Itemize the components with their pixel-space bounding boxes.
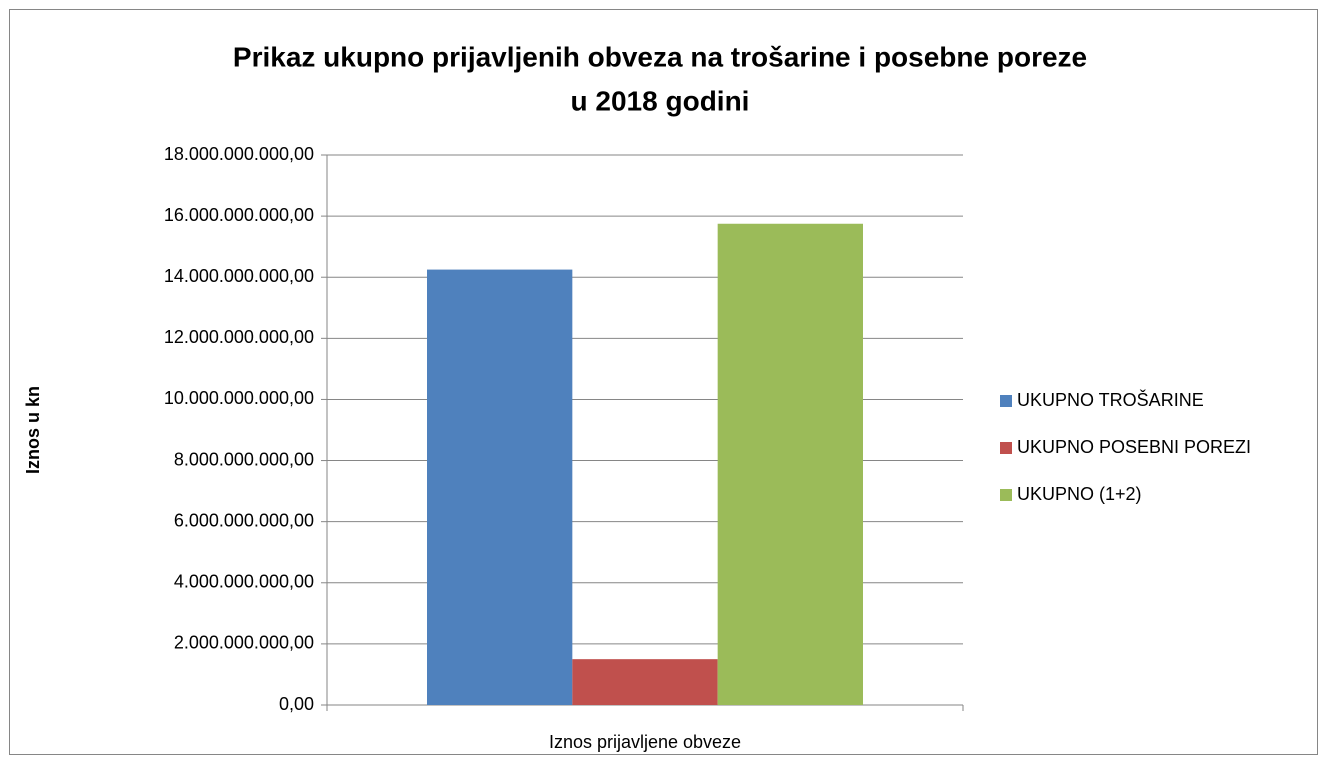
y-tick-label: 16.000.000.000,00 <box>164 205 314 225</box>
y-tick-label: 12.000.000.000,00 <box>164 327 314 347</box>
bar <box>572 659 718 705</box>
chart-title: u 2018 godini <box>571 85 750 116</box>
y-tick-label: 0,00 <box>279 694 314 714</box>
legend-swatch <box>1000 442 1012 454</box>
y-tick-label: 8.000.000.000,00 <box>174 449 314 469</box>
y-tick-label: 14.000.000.000,00 <box>164 266 314 286</box>
chart-border <box>9 9 1318 755</box>
x-tick-label: Iznos prijavljene obveze <box>549 732 741 752</box>
bar <box>717 223 863 705</box>
legend-label: UKUPNO TROŠARINE <box>1017 389 1204 410</box>
bar <box>427 269 573 705</box>
y-axis-label: Iznos u kn <box>23 386 43 474</box>
y-tick-label: 18.000.000.000,00 <box>164 144 314 164</box>
y-tick-label: 6.000.000.000,00 <box>174 510 314 530</box>
legend-swatch <box>1000 395 1012 407</box>
legend-label: UKUPNO (1+2) <box>1017 484 1142 504</box>
chart-title: Prikaz ukupno prijavljenih obveza na tro… <box>233 41 1087 72</box>
y-tick-label: 10.000.000.000,00 <box>164 388 314 408</box>
legend-swatch <box>1000 489 1012 501</box>
y-tick-label: 4.000.000.000,00 <box>174 572 314 592</box>
legend-label: UKUPNO POSEBNI POREZI <box>1017 437 1251 457</box>
y-tick-label: 2.000.000.000,00 <box>174 633 314 653</box>
